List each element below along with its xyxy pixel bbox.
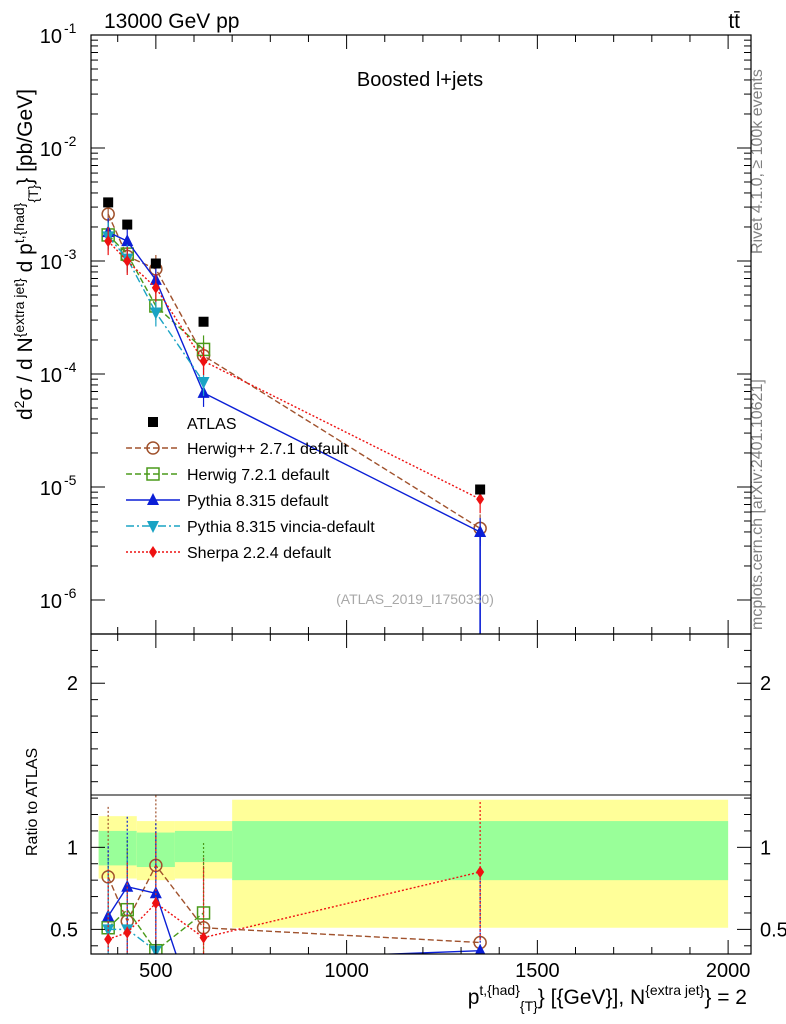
x-axis-label: pt,{had}{T}} [{GeV}], N{extra jet}} = 2 <box>468 982 747 1014</box>
series-line <box>107 234 205 350</box>
legend-label: ATLAS <box>187 416 237 433</box>
series-point <box>104 235 113 248</box>
legend-label: Pythia 8.315 vincia-default <box>187 519 375 536</box>
ratio-y-tick-label: 1 <box>760 837 771 859</box>
y-tick-label: 10 <box>40 478 62 500</box>
ratio-y-tick-label: 0.5 <box>760 919 786 941</box>
header-left: 13000 GeV pp <box>104 10 239 33</box>
header-right: tt̄ <box>728 10 740 33</box>
mcplots-label: mcplots.cern.ch [arXiv:2401.10621] <box>749 379 766 630</box>
series-point <box>474 524 487 537</box>
y-tick-label: 10 <box>40 591 62 613</box>
ratio-frame <box>90 633 752 955</box>
y-tick-exponent: -5 <box>64 472 77 488</box>
series-point <box>121 234 134 247</box>
watermark: (ATLAS_2019_I1750330) <box>336 591 494 607</box>
x-tick-label: 1500 <box>515 960 560 982</box>
ratio-y-tick-label: 2 <box>760 673 771 695</box>
main-y-ticks: 10-610-510-410-310-210-1 <box>40 20 751 634</box>
main-data-marks <box>101 197 487 634</box>
ratio-y-axis-label: Ratio to ATLAS <box>24 748 41 856</box>
band-stat <box>98 830 137 866</box>
data-point <box>150 258 161 269</box>
legend-marker <box>147 521 159 533</box>
ratio-y-tick-label: 2 <box>67 673 78 695</box>
data-point <box>122 219 133 230</box>
x-tick-label: 1000 <box>324 960 369 982</box>
ratio-point <box>151 897 160 910</box>
data-point <box>475 484 486 495</box>
ratio-ticks: 0.5 0.5 1 1 2 2 500 1000 1500 2000 <box>50 634 786 982</box>
series-point <box>149 307 162 320</box>
ratio-point <box>476 865 485 878</box>
ratio-point <box>104 933 113 946</box>
x-tick-label: 500 <box>139 960 172 982</box>
legend-marker <box>148 417 158 427</box>
main-title: Boosted l+jets <box>357 69 483 91</box>
legend-label: Herwig 7.2.1 default <box>187 467 330 484</box>
ratio-line <box>108 928 159 954</box>
main-panel: 10-610-510-410-310-210-1 Boosted l+jets … <box>11 20 752 635</box>
band-stat <box>174 830 233 863</box>
legend-marker <box>146 441 160 455</box>
ratio-y-tick-label: 1 <box>67 837 78 859</box>
series-point <box>476 493 485 506</box>
ratio-point <box>196 906 211 920</box>
y-tick-label: 10 <box>40 26 62 48</box>
ratio-point <box>123 926 132 939</box>
ratio-point <box>199 931 208 944</box>
ratio-bands <box>98 799 729 928</box>
y-tick-label: 10 <box>40 252 62 274</box>
y-tick-exponent: -3 <box>64 246 77 262</box>
ratio-point <box>149 886 162 899</box>
y-tick-exponent: -6 <box>64 585 77 601</box>
data-point <box>103 197 114 208</box>
y-tick-exponent: -2 <box>64 133 77 149</box>
series-line <box>107 231 481 533</box>
legend-label: Sherpa 2.2.4 default <box>187 545 332 562</box>
ratio-point <box>474 943 486 954</box>
legend-label: Herwig++ 2.7.1 default <box>187 441 349 458</box>
data-point <box>198 316 209 327</box>
legend-marker <box>147 493 159 505</box>
y-tick-label: 10 <box>40 139 62 161</box>
ratio-line <box>107 908 204 952</box>
ratio-point <box>102 909 115 922</box>
rivet-label: Rivet 4.1.0, ≥ 100k events <box>749 69 766 254</box>
legend-marker <box>146 467 160 481</box>
legend-label: Pythia 8.315 default <box>187 493 329 510</box>
main-y-axis-label: d2σ / d N{extra jet} d pt,{had}{T}} [pb/… <box>11 89 41 420</box>
y-tick-exponent: -4 <box>64 359 77 375</box>
series-point <box>197 376 210 389</box>
series-line <box>107 240 481 500</box>
ratio-point <box>121 879 134 892</box>
ratio-y-tick-label: 0.5 <box>50 919 78 941</box>
ratio-panel: 0.5 0.5 1 1 2 2 500 1000 1500 2000 Ratio to ATLAS… <box>24 633 786 1014</box>
y-tick-label: 10 <box>40 365 62 387</box>
series-point <box>151 281 160 294</box>
series-point <box>199 355 208 368</box>
y-tick-exponent: -1 <box>64 20 77 36</box>
x-tick-label: 2000 <box>706 960 751 982</box>
series-line <box>107 235 205 383</box>
series-point <box>123 254 132 267</box>
legend: ATLAS Herwig++ 2.7.1 default Herwig 7.2.1 … <box>126 416 375 562</box>
legend-marker <box>149 546 157 558</box>
